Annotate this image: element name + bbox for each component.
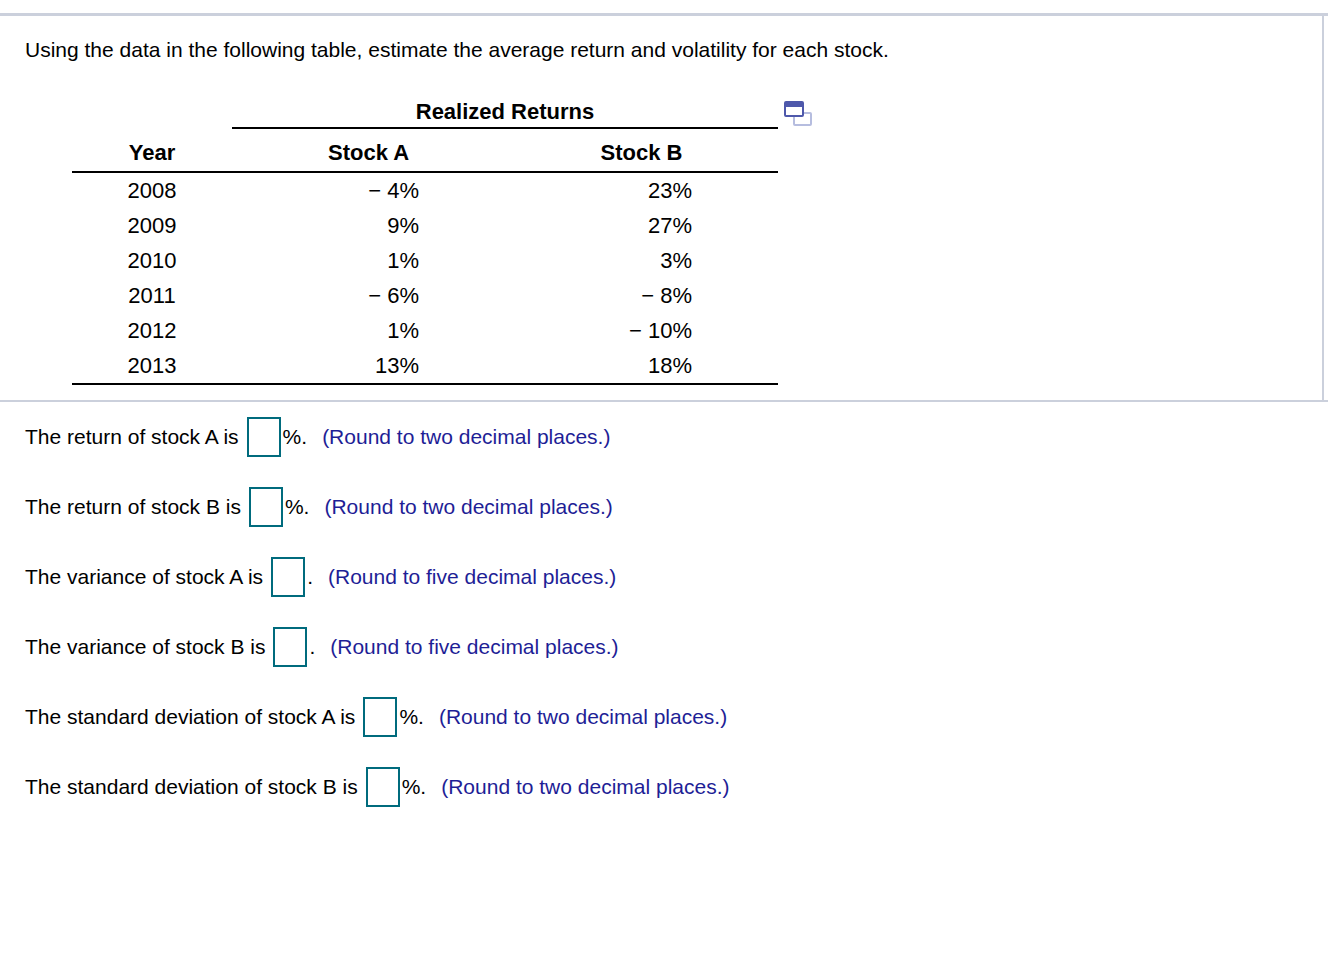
table-corner-spacer [72,99,232,134]
table-cell-stock-a: − 4% [232,173,505,208]
rounding-hint: (Round to five decimal places.) [328,565,616,589]
answer-row-return-a: The return of stock A is %. (Round to tw… [25,415,610,459]
answer-suffix: %. [285,495,310,519]
table-cell-year: 2012 [72,313,232,348]
column-header-stock-b: Stock B [505,134,778,173]
table-cell-year: 2013 [72,348,232,383]
table-cell-stock-b: 18% [505,348,778,383]
table-cell-stock-a: 1% [232,243,505,278]
answer-row-variance-b: The variance of stock B is . (Round to f… [25,625,619,669]
answer-row-return-b: The return of stock B is %. (Round to tw… [25,485,613,529]
table-cell-stock-a: − 6% [232,278,505,313]
return-b-input[interactable] [249,487,283,527]
table-cell-year: 2011 [72,278,232,313]
table-cell-year: 2010 [72,243,232,278]
answer-suffix: %. [283,425,308,449]
answer-label: The variance of stock A is [25,565,263,589]
question-text: Using the data in the following table, e… [25,38,1185,62]
table-cell-year: 2009 [72,208,232,243]
table-cell-year: 2008 [72,173,232,208]
answer-label: The standard deviation of stock B is [25,775,358,799]
popout-front-window-shape [784,101,804,117]
table-cell-stock-b: 23% [505,173,778,208]
table-cell-stock-a: 1% [232,313,505,348]
column-header-stock-a: Stock A [232,134,505,173]
rounding-hint: (Round to two decimal places.) [322,425,610,449]
return-a-input[interactable] [247,417,281,457]
answer-row-stddev-a: The standard deviation of stock A is %. … [25,695,727,739]
top-divider [0,13,1328,16]
answer-label: The return of stock A is [25,425,239,449]
stddev-a-input[interactable] [363,697,397,737]
answer-suffix: . [309,635,315,659]
right-panel-border [1322,13,1324,402]
variance-a-input[interactable] [271,557,305,597]
answer-row-stddev-b: The standard deviation of stock B is %. … [25,765,730,809]
answer-suffix: %. [402,775,427,799]
realized-returns-table: Realized Returns Year Stock A Stock B 20… [72,99,778,385]
popout-windows-icon[interactable] [784,101,814,131]
answer-suffix: %. [399,705,424,729]
answer-label: The return of stock B is [25,495,241,519]
answer-label: The variance of stock B is [25,635,265,659]
rounding-hint: (Round to two decimal places.) [439,705,727,729]
table-cell-stock-b: − 10% [505,313,778,348]
table-cell-stock-b: − 8% [505,278,778,313]
stddev-b-input[interactable] [366,767,400,807]
rounding-hint: (Round to two decimal places.) [441,775,729,799]
table-cell-stock-a: 9% [232,208,505,243]
table-cell-stock-b: 27% [505,208,778,243]
answer-label: The standard deviation of stock A is [25,705,355,729]
column-header-year: Year [72,134,232,173]
answer-row-variance-a: The variance of stock A is . (Round to f… [25,555,616,599]
answer-suffix: . [307,565,313,589]
question-answer-divider [0,400,1328,402]
table-title: Realized Returns [232,99,778,129]
rounding-hint: (Round to two decimal places.) [324,495,612,519]
table-cell-stock-a: 13% [232,348,505,383]
table-cell-stock-b: 3% [505,243,778,278]
rounding-hint: (Round to five decimal places.) [330,635,618,659]
variance-b-input[interactable] [273,627,307,667]
